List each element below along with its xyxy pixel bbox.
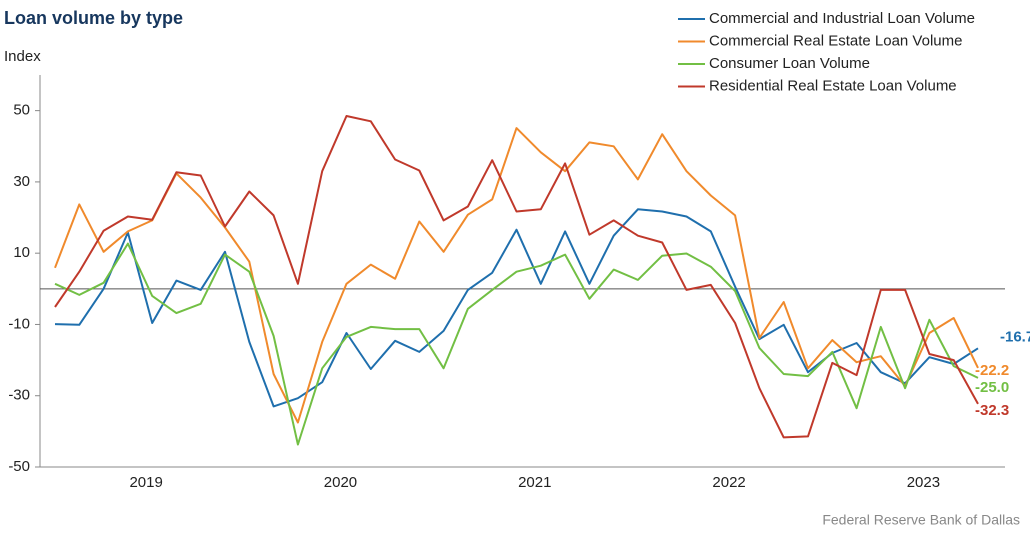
y-tick-label: 10 bbox=[13, 244, 30, 261]
y-tick-label: 30 bbox=[13, 173, 30, 190]
chart-title: Loan volume by type bbox=[4, 8, 183, 28]
series-line bbox=[54, 115, 979, 439]
y-tick-label: -50 bbox=[8, 458, 30, 475]
legend-label: Consumer Loan Volume bbox=[709, 55, 870, 72]
end-label: -32.3 bbox=[975, 402, 1009, 419]
y-tick-label: -10 bbox=[8, 315, 30, 332]
end-label: -22.2 bbox=[975, 362, 1009, 379]
series-line bbox=[54, 127, 979, 424]
y-axis-label: Index bbox=[4, 48, 41, 65]
y-tick-label: 50 bbox=[13, 102, 30, 119]
x-tick-label: 2023 bbox=[907, 474, 940, 491]
x-tick-label: 2021 bbox=[518, 474, 551, 491]
x-tick-label: 2019 bbox=[129, 474, 162, 491]
x-tick-label: 2022 bbox=[712, 474, 745, 491]
legend-label: Commercial and Industrial Loan Volume bbox=[709, 10, 975, 27]
end-label: -25.0 bbox=[975, 379, 1009, 396]
y-tick-label: -30 bbox=[8, 387, 30, 404]
x-tick-label: 2020 bbox=[324, 474, 357, 491]
end-label: -16.7 bbox=[1000, 328, 1030, 345]
series-line bbox=[54, 208, 979, 408]
series-line bbox=[54, 242, 979, 446]
legend-label: Commercial Real Estate Loan Volume bbox=[709, 32, 962, 49]
legend-label: Residential Real Estate Loan Volume bbox=[709, 77, 957, 94]
source: Federal Reserve Bank of Dallas bbox=[822, 512, 1020, 528]
